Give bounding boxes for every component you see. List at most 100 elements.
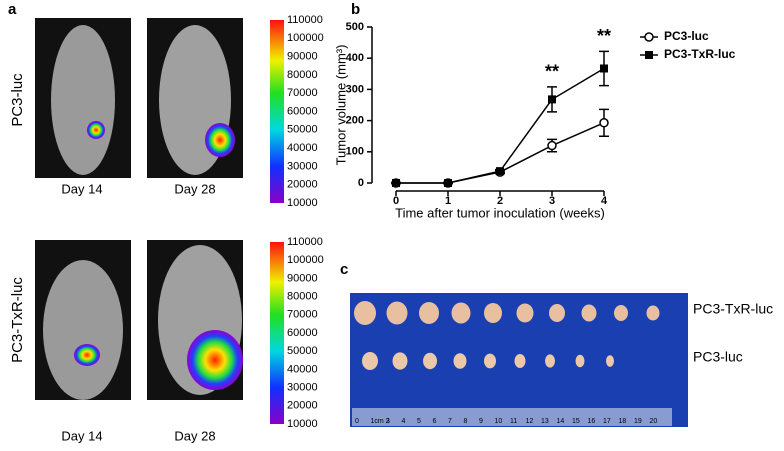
y-axis-label: Tumor volume (mm³) [333,45,348,166]
colorbar-tick-label: 10000 [287,418,318,430]
day-label: Day 14 [61,181,102,196]
ruler-label: 5 [417,418,421,425]
tumor [362,352,378,370]
tumor [646,305,660,321]
y-tick-label: 100 [346,146,364,158]
y-tick-label: 400 [346,52,364,64]
ruler-label: 13 [541,418,549,425]
y-tick-label: 0 [358,177,364,189]
legend-label: PC3-TxR-luc [664,47,736,61]
row-label: PC3-luc [9,73,26,127]
point [444,179,452,187]
tumor [386,301,408,325]
colorbar-tick-label: 60000 [287,327,318,339]
tumor [451,302,471,324]
tumor [423,352,437,370]
colorbar-tick-label: 20000 [287,179,318,191]
ruler-label: 6 [433,418,437,425]
tumor [514,354,526,368]
y-tick-label: 500 [346,21,364,33]
point [599,118,609,128]
colorbar-tick-label: 80000 [287,69,318,81]
annotation: ** [545,62,559,82]
colorbar-tick-label: 100000 [287,32,324,44]
y-tick-label: 200 [346,115,364,127]
row-label: PC3-TxR-luc [9,277,26,363]
point [392,179,400,187]
ruler-label: 8 [464,418,468,425]
colorbar-tick-label: 110000 [287,236,323,248]
legend-marker [644,32,654,42]
ruler-label: 16 [588,418,596,425]
point [496,167,504,176]
colorbar-tick-label: 20000 [287,400,318,412]
colorbar [270,20,284,203]
tumor [354,301,376,325]
annotation: ** [597,26,611,46]
colorbar-tick-label: 50000 [287,345,318,357]
colorbar-tick-label: 30000 [287,160,318,172]
x-tick-label: 1 [445,195,451,207]
legend-marker [645,51,653,59]
colorbar-tick-label: 80000 [287,291,318,303]
tumor [484,303,502,323]
ruler-label: 3 [386,418,390,425]
colorbar-tick-label: 10000 [287,197,318,209]
ruler-label: 15 [572,418,580,425]
day-label: Day 28 [174,181,215,196]
series-line [396,67,605,184]
point [547,140,557,151]
colorbar-tick-label: 70000 [287,87,318,99]
y-tick-label: 300 [346,83,364,95]
x-tick-label: 3 [549,195,555,207]
colorbar-tick-label: 100000 [287,254,324,266]
colorbar-tick-label: 70000 [287,309,318,321]
photo-row-label: PC3-luc [693,349,743,365]
panel-label: c [340,261,348,278]
tumor [575,354,585,368]
colorbar-tick-label: 40000 [287,142,318,154]
photo-row-label: PC3-TxR-luc [693,301,773,317]
day-label: Day 14 [61,428,102,443]
ruler-label: 20 [650,418,658,425]
tumor [516,303,534,323]
tumor [545,354,555,368]
mouse-images [35,18,243,400]
legend-label: PC3-luc [664,29,709,43]
colorbar-tick-label: 90000 [287,272,318,284]
day-label: Day 28 [174,428,215,443]
colorbar-tick-label: 60000 [287,105,318,117]
colorbar-tick-label: 40000 [287,363,318,375]
ruler-label: 18 [619,418,627,425]
ruler-label: 17 [603,418,611,425]
tumor [549,304,565,322]
ruler-label: 7 [448,418,452,425]
colorbar-tick-label: 110000 [287,14,323,26]
ruler-label: 19 [634,418,642,425]
panel-label: b [351,1,360,18]
tumor [484,353,496,369]
ruler-label: 9 [479,418,483,425]
ruler-label: 10 [495,418,503,425]
colorbar-tick-label: 30000 [287,382,318,394]
panel-label: a [8,1,17,18]
colorbar-tick-label: 90000 [287,51,318,63]
x-tick-label: 0 [393,195,399,207]
x-tick-label: 2 [497,195,503,207]
colorbar-tick-label: 50000 [287,124,318,136]
ruler-label: 12 [526,418,534,425]
tumor [606,355,614,367]
x-tick-label: 4 [601,195,608,207]
ruler-label: 14 [557,418,565,425]
colorbar [270,242,284,424]
point [600,64,608,73]
tumor [419,302,439,324]
point [548,95,556,104]
ruler-label: 0 [355,418,359,425]
tumor [581,304,597,322]
tumor [614,305,628,321]
x-axis-label: Time after tumor inoculation (weeks) [395,205,605,220]
ruler-label: 4 [402,418,406,425]
tumor [453,353,467,369]
